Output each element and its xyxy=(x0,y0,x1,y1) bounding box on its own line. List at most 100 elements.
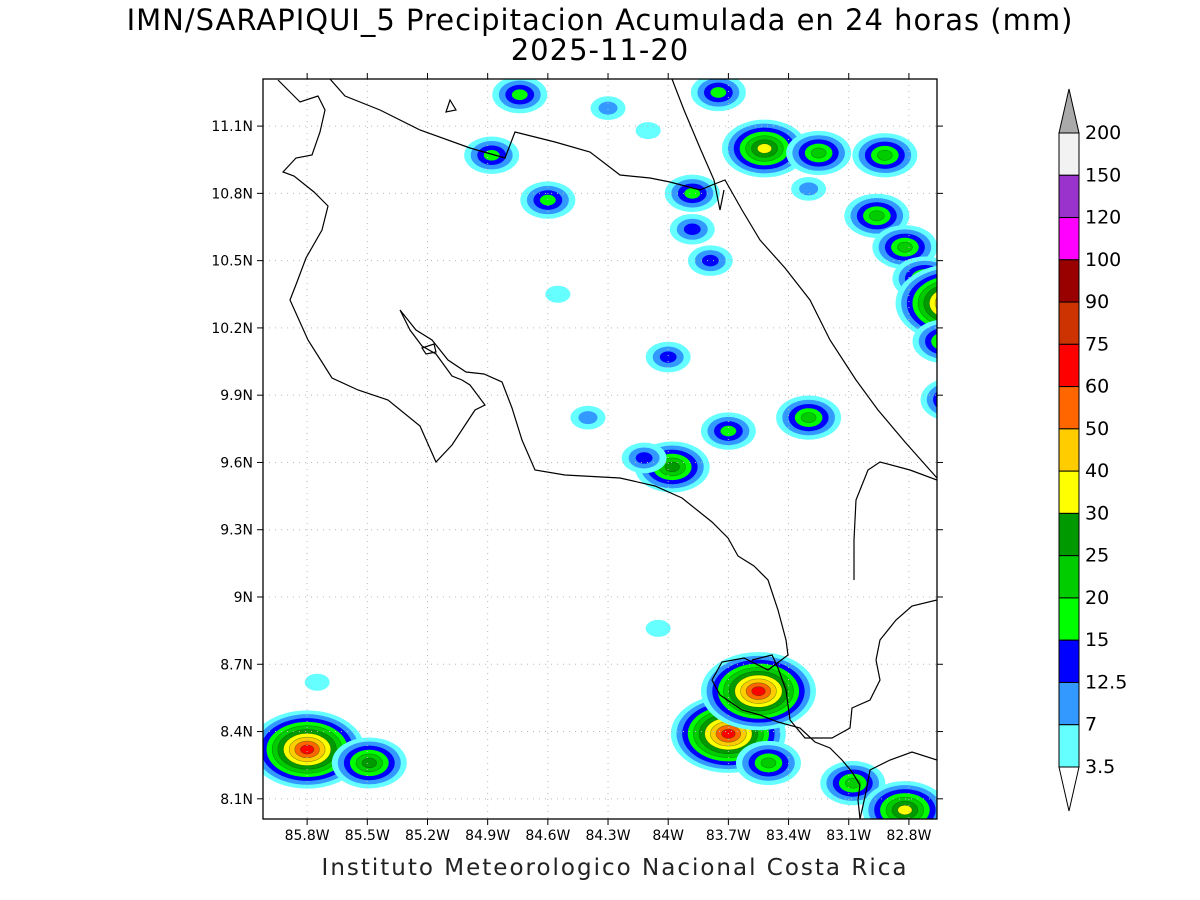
colorbar-swatch xyxy=(1058,512,1080,557)
colorbar-label: 12.5 xyxy=(1085,672,1127,694)
lon-label: 84W xyxy=(652,828,684,844)
plot-frame xyxy=(262,78,938,820)
precip-cell xyxy=(690,79,746,112)
colorbar-label: 60 xyxy=(1085,376,1109,398)
bay-island xyxy=(421,343,437,355)
precip-cell xyxy=(852,133,918,178)
precip-cell xyxy=(920,380,937,419)
river-border xyxy=(671,79,725,211)
lat-label: 8.4N xyxy=(220,725,253,741)
lon-label: 85.8W xyxy=(285,828,330,844)
lat-label: 9.3N xyxy=(220,523,253,539)
colorbar-swatch xyxy=(1058,639,1080,683)
colorbar-label: 100 xyxy=(1085,249,1121,271)
precip-cell xyxy=(776,395,842,440)
osa-peninsula xyxy=(751,654,881,739)
precip-cell xyxy=(786,130,852,176)
panama-border xyxy=(853,461,937,580)
colorbar-swatch xyxy=(1058,386,1080,430)
precip-cell xyxy=(590,96,626,121)
precipitation-field xyxy=(263,79,937,819)
precip-cell xyxy=(645,619,671,637)
lon-label: 84.6W xyxy=(525,828,570,844)
precip-cell xyxy=(331,737,407,789)
north-lake xyxy=(445,98,457,113)
colorbar-label: 7 xyxy=(1085,714,1097,736)
precip-cell xyxy=(570,405,606,430)
precip-cell xyxy=(545,285,571,303)
lon-label: 83.7W xyxy=(706,828,751,844)
precip-cell xyxy=(492,79,548,114)
colorbar-label: 3.5 xyxy=(1085,756,1115,778)
colorbar-label: 120 xyxy=(1085,207,1121,229)
colorbar-label: 50 xyxy=(1085,418,1109,440)
precip-cell xyxy=(669,213,715,245)
precip-cell xyxy=(621,442,667,474)
precip-cell xyxy=(700,412,756,450)
lat-lon-gridlines xyxy=(263,79,937,819)
precip-cell xyxy=(687,245,733,276)
lat-label: 9.9N xyxy=(220,388,253,404)
lon-label: 83.1W xyxy=(826,828,871,844)
lon-label: 84.3W xyxy=(586,828,631,844)
lat-label: 10.5N xyxy=(211,254,253,270)
colorbar-swatch xyxy=(1058,301,1080,345)
lat-label: 9N xyxy=(234,590,253,606)
colorbar-label: 75 xyxy=(1085,333,1109,355)
colorbar-swatch xyxy=(1058,217,1080,261)
colorbar-swatch xyxy=(1058,470,1080,514)
precip-cell xyxy=(862,781,937,819)
coastline-and-borders xyxy=(277,79,937,819)
lon-label: 84.9W xyxy=(465,828,510,844)
colorbar-swatch xyxy=(1058,174,1080,219)
colorbar-label: 150 xyxy=(1085,164,1121,186)
colorbar-label: 30 xyxy=(1085,502,1109,524)
lat-label: 8.7N xyxy=(220,657,253,673)
lon-label: 83.4W xyxy=(766,828,811,844)
footer-credit: Instituto Meteorologico Nacional Costa R… xyxy=(321,855,909,881)
colorbar-label: 15 xyxy=(1085,629,1109,651)
precip-cell xyxy=(520,181,576,219)
map-date: 2025-11-20 xyxy=(510,33,690,67)
precip-cell xyxy=(464,136,520,174)
colorbar-label: 20 xyxy=(1085,587,1109,609)
colorbar-swatch xyxy=(1058,428,1080,472)
precip-cell xyxy=(721,119,807,178)
burica-peninsula xyxy=(859,751,937,819)
colorbar-swatch xyxy=(1058,724,1080,768)
nicaragua-coast xyxy=(277,79,861,819)
precip-cell xyxy=(895,265,937,341)
colorbar-swatch xyxy=(1058,597,1080,641)
lat-label: 11.1N xyxy=(211,119,253,135)
precip-cell xyxy=(912,319,937,363)
colorbar-label: 25 xyxy=(1085,545,1109,567)
colorbar-label: 40 xyxy=(1085,460,1109,482)
lat-label: 8.1N xyxy=(220,792,253,808)
lat-label: 10.2N xyxy=(211,321,253,337)
lon-label: 85.2W xyxy=(405,828,450,844)
lat-label: 9.6N xyxy=(220,455,253,471)
colorbar-top-arrow xyxy=(1058,88,1080,134)
nicaragua-cr-border xyxy=(329,79,937,479)
lat-label: 10.8N xyxy=(211,186,253,202)
precip-cell xyxy=(304,673,330,691)
colorbar-swatch xyxy=(1058,555,1080,599)
precip-cell xyxy=(645,341,691,373)
precip-cell xyxy=(791,176,827,201)
colorbar-swatch xyxy=(1058,132,1080,176)
colorbar-label: 200 xyxy=(1085,122,1121,144)
colorbar-bottom-arrow xyxy=(1058,766,1080,812)
precip-cell xyxy=(700,652,816,731)
colorbar-swatch xyxy=(1058,681,1080,726)
colorbar-swatch xyxy=(1058,259,1080,303)
precip-cell xyxy=(736,740,801,786)
panama-coast-east xyxy=(875,599,937,661)
lon-label: 82.8W xyxy=(886,828,931,844)
colorbar: 200 150 120 100 90 75 60 50 40 30 25 20 15 12.5 7 3.5 xyxy=(1058,88,1127,812)
colorbar-label: 90 xyxy=(1085,291,1109,313)
precip-cell xyxy=(635,122,661,140)
precip-cell xyxy=(664,174,720,213)
map-title: IMN/SARAPIQUI_5 Precipitacion Acumulada … xyxy=(126,3,1074,37)
colorbar-swatch xyxy=(1058,343,1080,388)
